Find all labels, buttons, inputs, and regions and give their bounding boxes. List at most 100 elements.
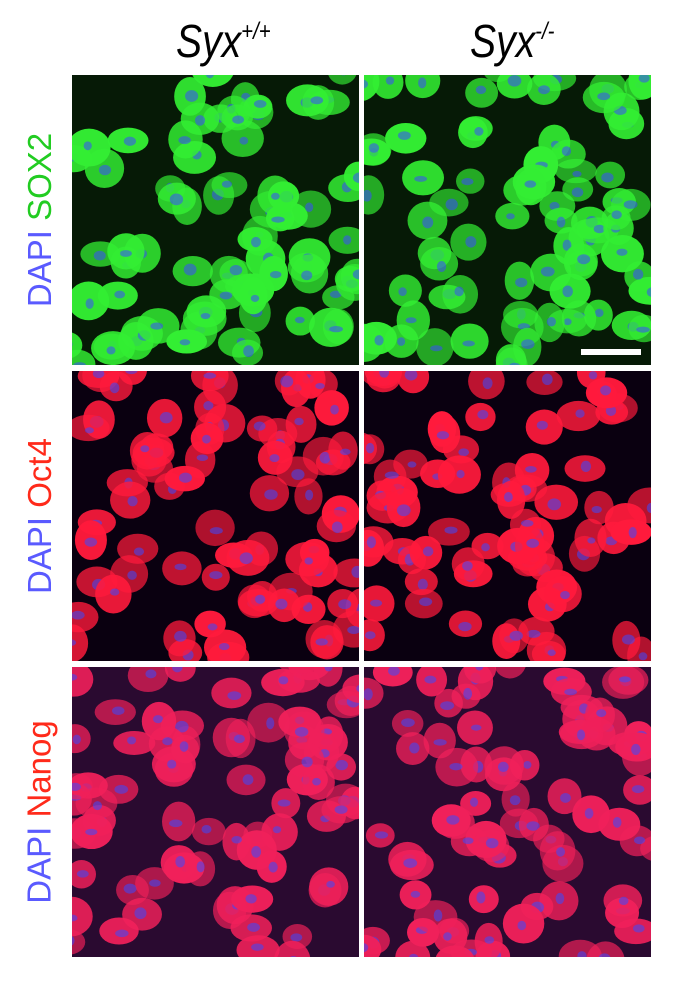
dapi-spot (351, 565, 359, 578)
dapi-spot (140, 445, 150, 453)
dapi-spot (364, 189, 372, 202)
dapi-spot (315, 638, 328, 646)
dapi-spot (331, 521, 343, 534)
dapi-spot (290, 956, 297, 957)
dapi-spot (593, 224, 606, 234)
dapi-spot (92, 801, 102, 811)
dapi-spot (561, 146, 572, 156)
dapi-spot (205, 75, 214, 79)
dapi-spot (233, 734, 245, 744)
dapi-spot (175, 720, 189, 733)
dapi-spot (419, 597, 433, 607)
dapi-spot (370, 599, 383, 607)
dapi-spot (310, 96, 324, 105)
dapi-spot (294, 417, 304, 426)
dapi-spot (326, 880, 335, 888)
dapi-spot (388, 667, 400, 676)
cell-nucleus (328, 75, 357, 85)
micrograph-sox2-knockout (364, 75, 651, 365)
dapi-spot (134, 907, 147, 920)
dapi-spot (174, 630, 187, 642)
cell-nucleus (494, 667, 526, 679)
dapi-spot (280, 375, 294, 388)
dapi-spot (587, 537, 596, 544)
dapi-spot (315, 382, 325, 389)
dapi-spot (145, 669, 157, 679)
dapi-spot (85, 298, 94, 309)
dapi-spot (422, 216, 434, 229)
dapi-spot (178, 136, 191, 145)
dapi-spot (196, 861, 205, 873)
dapi-spot (305, 489, 314, 501)
cell-nucleus (72, 667, 94, 697)
dapi-spot (470, 724, 482, 731)
dapi-spot (275, 598, 288, 610)
dapi-spot (366, 536, 376, 549)
dapi-spot (73, 362, 86, 365)
dapi-spot (481, 543, 490, 552)
dapi-spot (324, 667, 333, 672)
dapi-spot (149, 879, 161, 887)
cell-nucleus (364, 371, 402, 386)
row-label-sox2: DAPI SOX2 (10, 75, 70, 365)
dapi-spot (485, 838, 499, 849)
dapi-spot (339, 448, 351, 456)
dapi-spot (304, 557, 313, 565)
cell-nucleus (313, 667, 343, 687)
dapi-spot (454, 286, 464, 297)
dapi-spot (560, 590, 570, 600)
dapi-spot (456, 469, 465, 479)
dapi-spot (335, 759, 348, 771)
dapi-spot (196, 454, 209, 461)
dapi-spot (364, 79, 369, 89)
dapi-spot (72, 673, 78, 681)
dapi-spot (162, 737, 173, 746)
dapi-spot (364, 688, 373, 701)
dapi-spot (203, 400, 214, 411)
dapi-spot (114, 784, 129, 794)
cell-nucleus (372, 667, 413, 687)
dapi-spot (577, 951, 587, 957)
cell-nucleus (72, 624, 89, 661)
cell-nucleus (364, 526, 394, 558)
cell-nucleus (343, 161, 359, 192)
dapi-spot (133, 547, 145, 556)
dapi-spot (397, 131, 411, 140)
dapi-spot (628, 526, 637, 539)
dapi-spot (119, 250, 132, 257)
dapi-spot (520, 519, 534, 527)
dapi-spot (571, 187, 584, 198)
dapi-spot (98, 164, 112, 176)
dapi-spot (294, 316, 305, 324)
dapi-spot (584, 808, 594, 819)
dapi-spot (374, 831, 389, 839)
dapi-spot (172, 667, 183, 673)
dapi-spot (397, 337, 406, 346)
dapi-spot (546, 317, 556, 327)
dapi-spot (509, 362, 520, 365)
dapi-spot (84, 427, 94, 434)
stain-sox2: SOX2 (21, 132, 58, 221)
dapi-spot (430, 345, 443, 352)
scale-bar (581, 349, 641, 355)
dapi-spot (408, 953, 419, 957)
dapi-spot (631, 743, 641, 755)
dapi-spot (251, 236, 261, 248)
dapi-spot (526, 629, 541, 638)
dapi-spot (178, 472, 192, 483)
dapi-spot (517, 920, 527, 931)
dapi-spot (484, 936, 495, 944)
dapi-spot (72, 639, 77, 646)
dapi-spot (364, 631, 376, 640)
dapi-spot (632, 268, 644, 280)
dapi-spot (538, 85, 550, 95)
stain-oct4: Oct4 (21, 438, 58, 508)
dapi-spot (465, 236, 477, 248)
dapi-spot (110, 588, 120, 596)
dapi-spot (506, 213, 515, 220)
dapi-spot (504, 492, 513, 503)
dapi-spot (85, 828, 98, 836)
dapi-spot (251, 943, 264, 951)
dapi-spot (251, 845, 262, 858)
dapi-spot (572, 170, 582, 177)
